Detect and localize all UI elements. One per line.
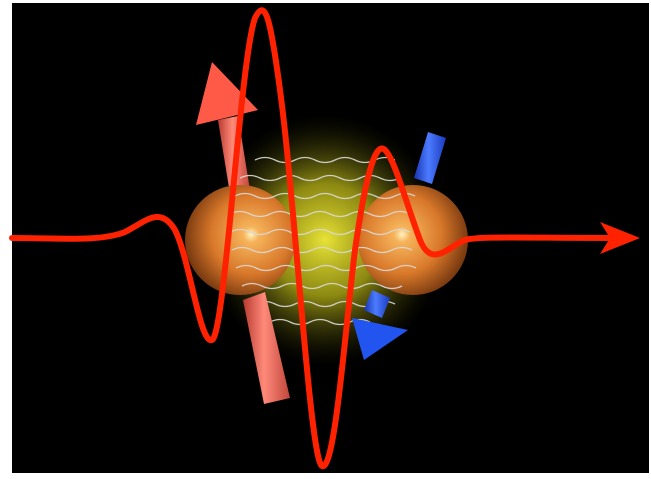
laser-pulse-wave: [9, 7, 629, 470]
bond-wave-lines: [229, 156, 417, 326]
left-atom-sphere: [185, 185, 295, 295]
spin-down-arrow-icon: [414, 132, 446, 184]
right-atom-sphere: [358, 185, 468, 295]
arrow-right-icon: [600, 222, 640, 254]
spin-down-arrow-head: [352, 290, 408, 360]
spin-up-arrow-tail: [243, 292, 290, 404]
